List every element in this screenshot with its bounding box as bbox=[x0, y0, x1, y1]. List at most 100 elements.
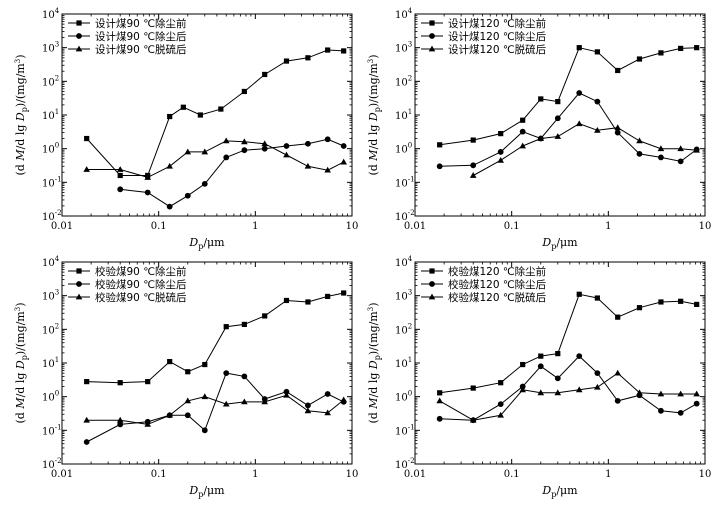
data-point bbox=[693, 146, 700, 153]
data-point bbox=[636, 150, 643, 157]
data-point bbox=[117, 380, 123, 386]
data-point bbox=[261, 398, 269, 405]
data-point bbox=[678, 45, 684, 52]
x-tick-label: 0.01 bbox=[51, 221, 73, 232]
data-point bbox=[218, 106, 224, 112]
data-point bbox=[262, 313, 268, 319]
data-point bbox=[305, 402, 311, 409]
data-point bbox=[657, 145, 665, 152]
data-point bbox=[437, 142, 443, 148]
data-point bbox=[615, 67, 621, 74]
legend-label: 设计煤90 ℃除尘后 bbox=[95, 30, 187, 43]
y-tick-label: 103 bbox=[42, 41, 59, 55]
series-2 bbox=[436, 90, 700, 170]
data-point bbox=[576, 291, 582, 297]
series-line bbox=[86, 49, 344, 176]
data-point bbox=[283, 388, 290, 395]
x-axis-label: Dp/μm bbox=[188, 484, 225, 499]
legend-marker bbox=[76, 20, 82, 26]
data-point bbox=[324, 166, 331, 173]
data-point bbox=[576, 90, 583, 96]
x-tick-label: 0.1 bbox=[151, 469, 167, 480]
data-point bbox=[324, 409, 331, 416]
series-3 bbox=[83, 137, 347, 180]
data-point bbox=[116, 166, 124, 172]
data-point bbox=[341, 48, 347, 54]
x-tick-label: 0.1 bbox=[504, 469, 520, 480]
data-point bbox=[197, 112, 203, 118]
x-axis-label: Dp/μm bbox=[188, 236, 225, 251]
data-point bbox=[117, 186, 124, 193]
chart-panel-2: 0.01 0.1 1 10 10-2 10-1 100 101 102 103 104 Dp/μm (d… bbox=[367, 7, 711, 251]
legend-label: 设计煤120 ℃除尘后 bbox=[448, 30, 546, 43]
series-line bbox=[439, 372, 697, 421]
data-point bbox=[636, 389, 643, 396]
data-point bbox=[614, 129, 621, 136]
data-point bbox=[144, 174, 151, 180]
y-tick-label: 10-1 bbox=[395, 175, 415, 189]
chart-panel-1: 0.01 0.1 1 10 10-2 10-1 100 101 102 103 104 Dp/μm (d… bbox=[14, 7, 358, 251]
x-tick-label: 1 bbox=[605, 221, 611, 232]
data-point bbox=[144, 421, 151, 427]
data-point bbox=[184, 148, 192, 155]
data-point bbox=[283, 151, 290, 158]
legend-label: 设计煤90 ℃除尘前 bbox=[95, 17, 187, 30]
data-point bbox=[554, 115, 561, 122]
data-point bbox=[614, 397, 621, 404]
x-tick-label: 0.01 bbox=[51, 469, 73, 480]
data-point bbox=[594, 383, 601, 390]
data-point bbox=[520, 117, 526, 123]
data-point bbox=[658, 50, 664, 56]
data-point bbox=[117, 421, 124, 428]
data-point bbox=[555, 351, 561, 357]
data-point bbox=[166, 162, 173, 169]
y-tick-label: 100 bbox=[395, 142, 412, 156]
legend-label: 校验煤90 ℃除尘前 bbox=[95, 265, 187, 278]
x-tick-label: 1 bbox=[605, 469, 611, 480]
legend-label: 校验煤120 ℃除尘后 bbox=[448, 278, 546, 291]
legend-marker bbox=[429, 33, 435, 39]
data-point bbox=[437, 390, 443, 396]
series-1 bbox=[84, 290, 347, 386]
data-point bbox=[615, 314, 621, 320]
y-tick-label: 104 bbox=[42, 255, 60, 269]
data-point bbox=[84, 379, 90, 385]
data-point bbox=[554, 133, 562, 139]
series-3 bbox=[83, 391, 347, 427]
data-point bbox=[83, 439, 90, 445]
data-point bbox=[83, 416, 90, 423]
data-point bbox=[575, 386, 583, 393]
data-point bbox=[694, 301, 700, 308]
x-tick-label: 10 bbox=[346, 469, 359, 480]
y-tick-label: 103 bbox=[395, 289, 412, 303]
x-tick-label: 10 bbox=[699, 469, 712, 480]
data-point bbox=[222, 400, 230, 407]
data-point bbox=[261, 140, 269, 147]
data-point bbox=[223, 324, 229, 330]
data-point bbox=[538, 96, 544, 102]
x-tick-label: 0.1 bbox=[151, 221, 167, 232]
data-point bbox=[658, 154, 664, 161]
data-point bbox=[520, 361, 526, 368]
chart-panel-4: 0.01 0.1 1 10 10-2 10-1 100 101 102 103 104 Dp/μm (d… bbox=[367, 255, 711, 499]
data-point bbox=[519, 128, 526, 135]
data-point bbox=[167, 359, 173, 365]
x-tick-label: 10 bbox=[699, 221, 712, 232]
y-tick-label: 104 bbox=[395, 255, 413, 269]
series-line bbox=[86, 140, 344, 178]
data-point bbox=[305, 140, 311, 147]
data-point bbox=[262, 71, 268, 78]
data-point bbox=[576, 45, 582, 51]
data-point bbox=[84, 135, 90, 142]
data-point bbox=[283, 58, 290, 64]
data-point bbox=[166, 411, 173, 418]
legend-label: 校验煤120 ℃脱硫后 bbox=[448, 291, 546, 304]
legend-marker bbox=[76, 281, 82, 287]
legend-marker bbox=[429, 268, 435, 274]
y-axis-label: (d M/d lg Dp)/(mg/m3) bbox=[367, 302, 382, 423]
x-axis-label: Dp/μm bbox=[541, 484, 578, 499]
data-point bbox=[201, 180, 208, 187]
data-point bbox=[537, 363, 544, 370]
data-point bbox=[241, 147, 248, 154]
